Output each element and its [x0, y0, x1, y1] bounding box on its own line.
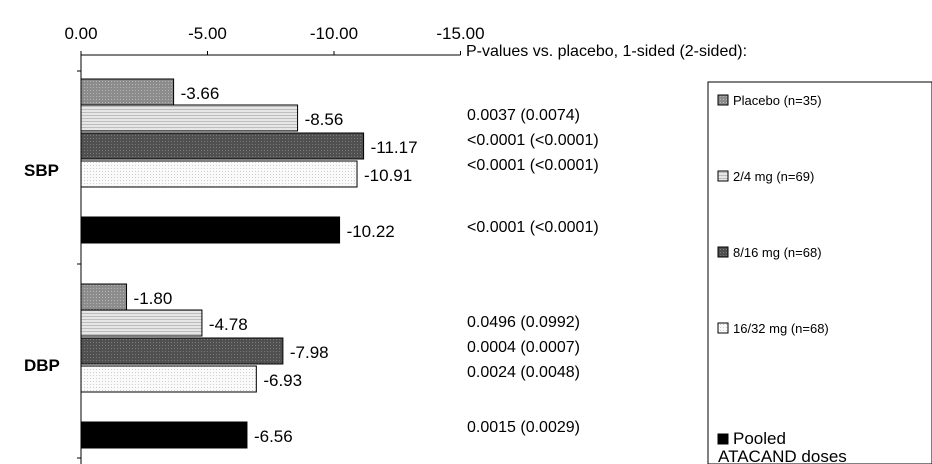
pvalue-dbp-0: 0.0496 (0.0992)	[467, 314, 580, 331]
data-label-pooled-dbp: -6.56	[254, 427, 293, 446]
pvalue-dbp-2: 0.0024 (0.0048)	[467, 364, 580, 381]
data-label-high-sbp: -10.91	[364, 166, 412, 185]
bar-low-sbp	[80, 104, 299, 132]
pvalue-dbp-1: 0.0004 (0.0007)	[467, 339, 580, 356]
pvalue-dbp-3: 0.0015 (0.0029)	[467, 419, 580, 436]
bars	[80, 78, 365, 449]
x-tick-label: -5.00	[188, 24, 227, 43]
x-tick-label: -15.00	[436, 24, 484, 43]
data-label-mid-dbp: -7.98	[290, 343, 329, 362]
pvalue-sbp-3: <0.0001 (<0.0001)	[467, 219, 599, 236]
group-label-dbp: DBP	[24, 356, 60, 375]
bar-placebo-dbp	[80, 283, 128, 311]
bar-placebo-sbp	[80, 78, 175, 106]
legend-swatch-high	[717, 322, 729, 334]
legend-label-pooled-line2: ATACAND doses	[718, 447, 847, 464]
bar-mid-sbp	[80, 132, 365, 160]
data-label-pooled-sbp: -10.22	[347, 222, 395, 241]
legend-label-high: 16/32 mg (n=68)	[733, 321, 829, 336]
bar-high-sbp	[80, 160, 358, 188]
data-label-placebo-sbp: -3.66	[181, 84, 220, 103]
data-label-mid-sbp: -11.17	[371, 138, 418, 157]
legend: Placebo (n=35) 2/4 mg (n=69) 8/16 mg (n=68…	[707, 81, 932, 464]
bar-pooled-sbp	[80, 216, 341, 244]
pvalue-sbp-2: <0.0001 (<0.0001)	[467, 157, 599, 174]
legend-swatch-low	[717, 170, 729, 182]
group-label-sbp: SBP	[24, 161, 59, 180]
legend-box	[707, 81, 932, 464]
data-label-low-dbp: -4.78	[209, 315, 248, 334]
legend-label-pooled-line1: Pooled	[733, 429, 786, 448]
data-label-high-dbp: -6.93	[263, 371, 302, 390]
x-tick-label: -10.00	[310, 24, 358, 43]
bar-pooled-dbp	[80, 421, 248, 449]
pvalue-sbp-1: <0.0001 (<0.0001)	[467, 132, 599, 149]
x-tick-label: 0.00	[64, 24, 97, 43]
legend-swatch-placebo	[717, 94, 729, 106]
data-labels: -3.66 -1.80 -8.56 -4.78 -11.17 -7.98 -10.91 -6.…	[134, 84, 418, 446]
legend-label-low: 2/4 mg (n=69)	[733, 169, 814, 184]
bar-mid-dbp	[80, 337, 284, 365]
legend-label-mid: 8/16 mg (n=68)	[733, 245, 822, 260]
data-label-low-sbp: -8.56	[305, 110, 344, 129]
legend-swatch-mid	[717, 246, 729, 258]
legend-label-placebo: Placebo (n=35)	[733, 93, 822, 108]
pvalues: 0.0037 (0.0074) <0.0001 (<0.0001) <0.0001 …	[467, 107, 599, 436]
pvalue-header: P-values vs. placebo, 1-sided (2-sided):	[466, 43, 747, 60]
bar-high-dbp	[80, 365, 257, 393]
bar-low-dbp	[80, 309, 203, 337]
legend-swatch-pooled	[717, 433, 729, 445]
pvalue-sbp-0: 0.0037 (0.0074)	[467, 107, 580, 124]
data-label-placebo-dbp: -1.80	[134, 289, 173, 308]
